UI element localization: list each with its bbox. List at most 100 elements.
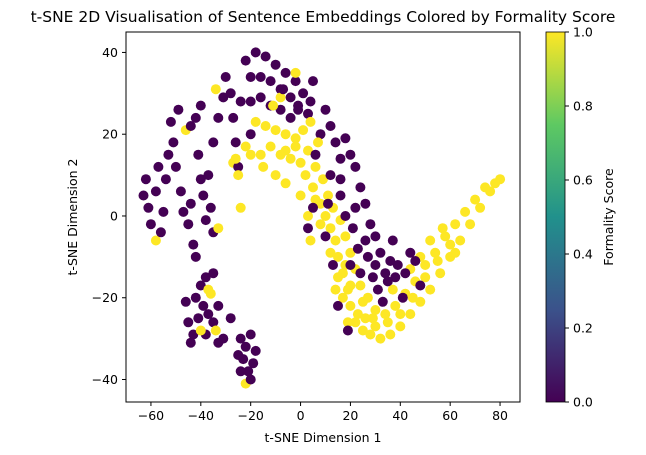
scatter-point bbox=[350, 202, 361, 213]
scatter-point bbox=[208, 268, 219, 279]
colorbar-tick-label: 0.2 bbox=[573, 321, 593, 336]
scatter-point bbox=[330, 284, 341, 295]
scatter-point bbox=[290, 76, 301, 87]
scatter-point bbox=[298, 88, 309, 99]
scatter-point bbox=[310, 194, 321, 205]
scatter-point bbox=[385, 329, 396, 340]
scatter-point bbox=[450, 219, 461, 230]
scatter-point bbox=[465, 219, 476, 230]
scatter-point bbox=[245, 129, 256, 140]
scatter-point bbox=[350, 161, 361, 172]
scatter-point bbox=[218, 333, 229, 344]
scatter-point bbox=[235, 202, 246, 213]
scatter-point bbox=[387, 284, 398, 295]
scatter-point bbox=[208, 137, 219, 148]
scatter-point bbox=[397, 292, 408, 303]
scatter-point bbox=[375, 333, 386, 344]
scatter-point bbox=[377, 296, 388, 307]
scatter-point bbox=[313, 137, 323, 148]
scatter-point bbox=[190, 251, 201, 262]
scatter-point bbox=[405, 309, 416, 320]
scatter-point bbox=[310, 149, 321, 160]
scatter-point bbox=[280, 67, 291, 78]
scatter-point bbox=[355, 182, 366, 193]
scatter-point bbox=[290, 141, 301, 152]
scatter-point bbox=[158, 206, 169, 217]
scatter-point bbox=[415, 280, 426, 291]
scatter-point bbox=[455, 235, 466, 246]
scatter-point bbox=[185, 337, 196, 348]
colorbar-tick-label: 0.8 bbox=[573, 99, 593, 114]
scatter-point bbox=[230, 153, 241, 164]
scatter-point bbox=[350, 317, 361, 328]
scatter-point bbox=[163, 149, 174, 160]
scatter-point bbox=[195, 174, 206, 185]
y-tick-label: −20 bbox=[92, 290, 118, 305]
scatter-point bbox=[235, 333, 246, 344]
scatter-point bbox=[228, 112, 239, 123]
scatter-point bbox=[150, 235, 161, 246]
scatter-point bbox=[138, 190, 149, 201]
scatter-point bbox=[300, 170, 311, 181]
scatter-point bbox=[470, 194, 481, 205]
scatter-point bbox=[193, 149, 204, 160]
scatter-point bbox=[340, 231, 351, 242]
scatter-point bbox=[372, 284, 383, 295]
scatter-point bbox=[437, 223, 448, 234]
scatter-point bbox=[153, 161, 164, 172]
scatter-point bbox=[323, 198, 333, 209]
scatter-point bbox=[185, 121, 196, 131]
scatter-point bbox=[165, 116, 176, 127]
scatter-point bbox=[382, 276, 393, 287]
scatter-point bbox=[333, 272, 343, 283]
scatter-point bbox=[375, 247, 386, 258]
scatter-point bbox=[140, 174, 151, 185]
scatter-point bbox=[183, 317, 194, 328]
scatter-point bbox=[395, 321, 406, 332]
scatter-point bbox=[303, 145, 313, 156]
scatter-point bbox=[445, 239, 456, 250]
scatter-point bbox=[278, 84, 289, 95]
x-tick-label: 0 bbox=[297, 408, 305, 423]
scatter-point bbox=[248, 358, 259, 369]
scatter-point bbox=[345, 260, 356, 270]
scatter-point bbox=[310, 161, 321, 172]
scatter-point bbox=[203, 309, 214, 320]
scatter-point bbox=[305, 235, 316, 246]
scatter-point bbox=[330, 235, 341, 246]
scatter-point bbox=[203, 284, 214, 295]
scatter-point bbox=[340, 133, 351, 144]
scatter-point bbox=[333, 300, 343, 311]
scatter-point bbox=[318, 174, 328, 185]
scatter-point bbox=[170, 161, 181, 172]
scatter-point bbox=[352, 309, 363, 320]
scatter-point bbox=[430, 247, 441, 258]
scatter-point bbox=[295, 157, 306, 168]
scatter-point bbox=[233, 350, 244, 360]
scatter-point bbox=[240, 341, 251, 352]
scatter-point bbox=[320, 104, 331, 115]
scatter-point bbox=[243, 366, 254, 377]
scatter-point bbox=[188, 239, 199, 250]
scatter-point bbox=[355, 280, 366, 291]
scatter-point bbox=[365, 219, 376, 230]
scatter-point bbox=[160, 174, 171, 185]
chart-title: t-SNE 2D Visualisation of Sentence Embed… bbox=[31, 8, 616, 26]
x-tick-label: 20 bbox=[342, 408, 358, 423]
scatter-point bbox=[293, 104, 304, 115]
scatter-point bbox=[250, 116, 261, 127]
scatter-point bbox=[475, 202, 486, 213]
scatter-point bbox=[340, 211, 351, 221]
scatter-point bbox=[213, 223, 224, 234]
scatter-point bbox=[195, 325, 206, 336]
scatter-point bbox=[213, 112, 224, 123]
scatter-point bbox=[203, 170, 214, 181]
scatter-point bbox=[198, 190, 209, 201]
colorbar-tick-label: 0.6 bbox=[573, 173, 593, 188]
scatter-point bbox=[342, 325, 353, 336]
scatter-point bbox=[325, 121, 336, 131]
scatter-point bbox=[220, 72, 231, 82]
scatter-point bbox=[308, 182, 318, 193]
scatter-point bbox=[460, 206, 471, 217]
scatter-point bbox=[198, 300, 209, 311]
